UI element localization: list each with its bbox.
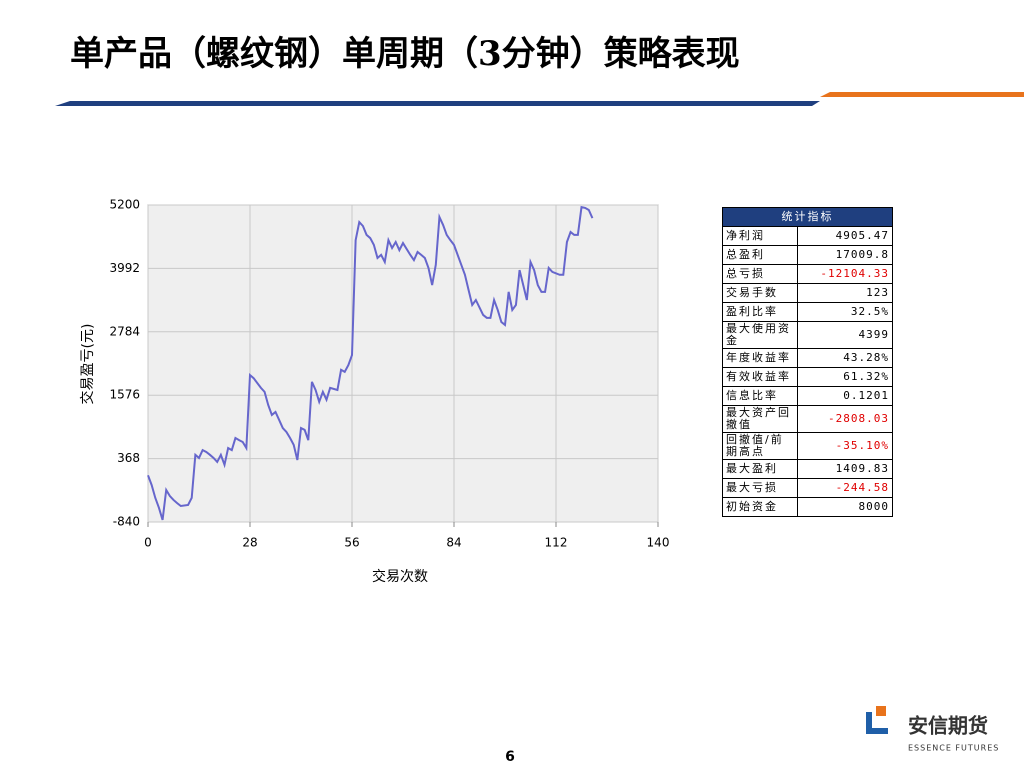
table-row: 净利润 4905.47 [722,226,893,246]
table-header-row: 统计指标 [722,207,893,227]
metric-label: 信息比率 [722,386,798,406]
y-tick-label: 2784 [109,324,140,338]
table-row: 盈利比率 32.5% [722,302,893,322]
table-row: 最大亏损 -244.58 [722,478,893,498]
metric-value: 4905.47 [797,226,893,246]
table-row: 最大盈利 1409.83 [722,459,893,479]
x-tick-label: 112 [545,536,568,550]
metric-label: 回撤值/前期高点 [722,432,798,460]
metric-value: 4399 [797,321,893,349]
table-row: 初始资金 8000 [722,497,893,517]
y-tick-label: -840 [113,515,140,529]
plot-area [147,204,659,523]
page-number: 6 [505,749,515,765]
table-row: 最大使用资金 4399 [722,321,893,349]
metric-label: 净利润 [722,226,798,246]
title-accent [820,92,1024,97]
metric-value: 32.5% [797,302,893,322]
x-tick-label: 56 [344,536,359,550]
metric-value: 17009.8 [797,245,893,265]
metric-label: 最大盈利 [722,459,798,479]
metric-value: -12104.33 [797,264,893,284]
metric-label: 最大使用资金 [722,321,798,349]
metric-label: 初始资金 [722,497,798,517]
metric-value: -2808.03 [797,405,893,433]
table-row: 有效收益率 61.32% [722,367,893,387]
metric-label: 有效收益率 [722,367,798,387]
y-tick-label: 368 [117,451,140,465]
stats-table: 统计指标 净利润 4905.47 总盈利 17009.8 总亏损 -12104.33 交易手数… [722,207,893,517]
metric-label: 最大亏损 [722,478,798,498]
metric-label: 最大资产回撤值 [722,405,798,433]
table-row: 年度收益率 43.28% [722,348,893,368]
logo-name: 安信期货 [908,714,988,738]
x-tick-label: 28 [242,536,257,550]
table-row: 信息比率 0.1201 [722,386,893,406]
metric-value: 1409.83 [797,459,893,479]
x-tick-label: 140 [647,536,670,550]
title-underline [55,101,820,106]
metric-value: 43.28% [797,348,893,368]
slide-title: 单产品（螺纹钢）单周期（3分钟）策略表现 [70,34,740,74]
metric-value: 0.1201 [797,386,893,406]
metric-value: -35.10% [797,432,893,460]
y-tick-label: 5200 [109,198,140,212]
table-row: 回撤值/前期高点 -35.10% [722,432,893,460]
table-row: 总亏损 -12104.33 [722,264,893,284]
logo-subtitle: ESSENCE FUTURES [908,744,999,753]
metric-label: 总盈利 [722,245,798,265]
plot: -840 368 1576 2784 3992 5200 0 28 56 84 112 140 [109,198,669,550]
x-axis-label: 交易次数 [372,568,428,585]
metric-value: 123 [797,283,893,303]
y-axis-label: 交易盈亏(元) [79,324,96,405]
metric-label: 总亏损 [722,264,798,284]
table-row: 总盈利 17009.8 [722,245,893,265]
metric-label: 交易手数 [722,283,798,303]
logo: 安信期货 ESSENCE FUTURES [866,706,999,753]
y-tick-label: 1576 [109,388,140,402]
metric-value: 61.32% [797,367,893,387]
y-tick-label: 3992 [109,261,140,275]
table-header: 统计指标 [722,207,893,227]
metric-value: -244.58 [797,478,893,498]
metric-label: 年度收益率 [722,348,798,368]
table-row: 交易手数 123 [722,283,893,303]
metric-value: 8000 [797,497,893,517]
logo-icon-accent [876,706,886,716]
metric-label: 盈利比率 [722,302,798,322]
x-tick-label: 0 [144,536,152,550]
x-tick-label: 84 [446,536,461,550]
table-row: 最大资产回撤值 -2808.03 [722,405,893,433]
series-line [147,205,594,521]
